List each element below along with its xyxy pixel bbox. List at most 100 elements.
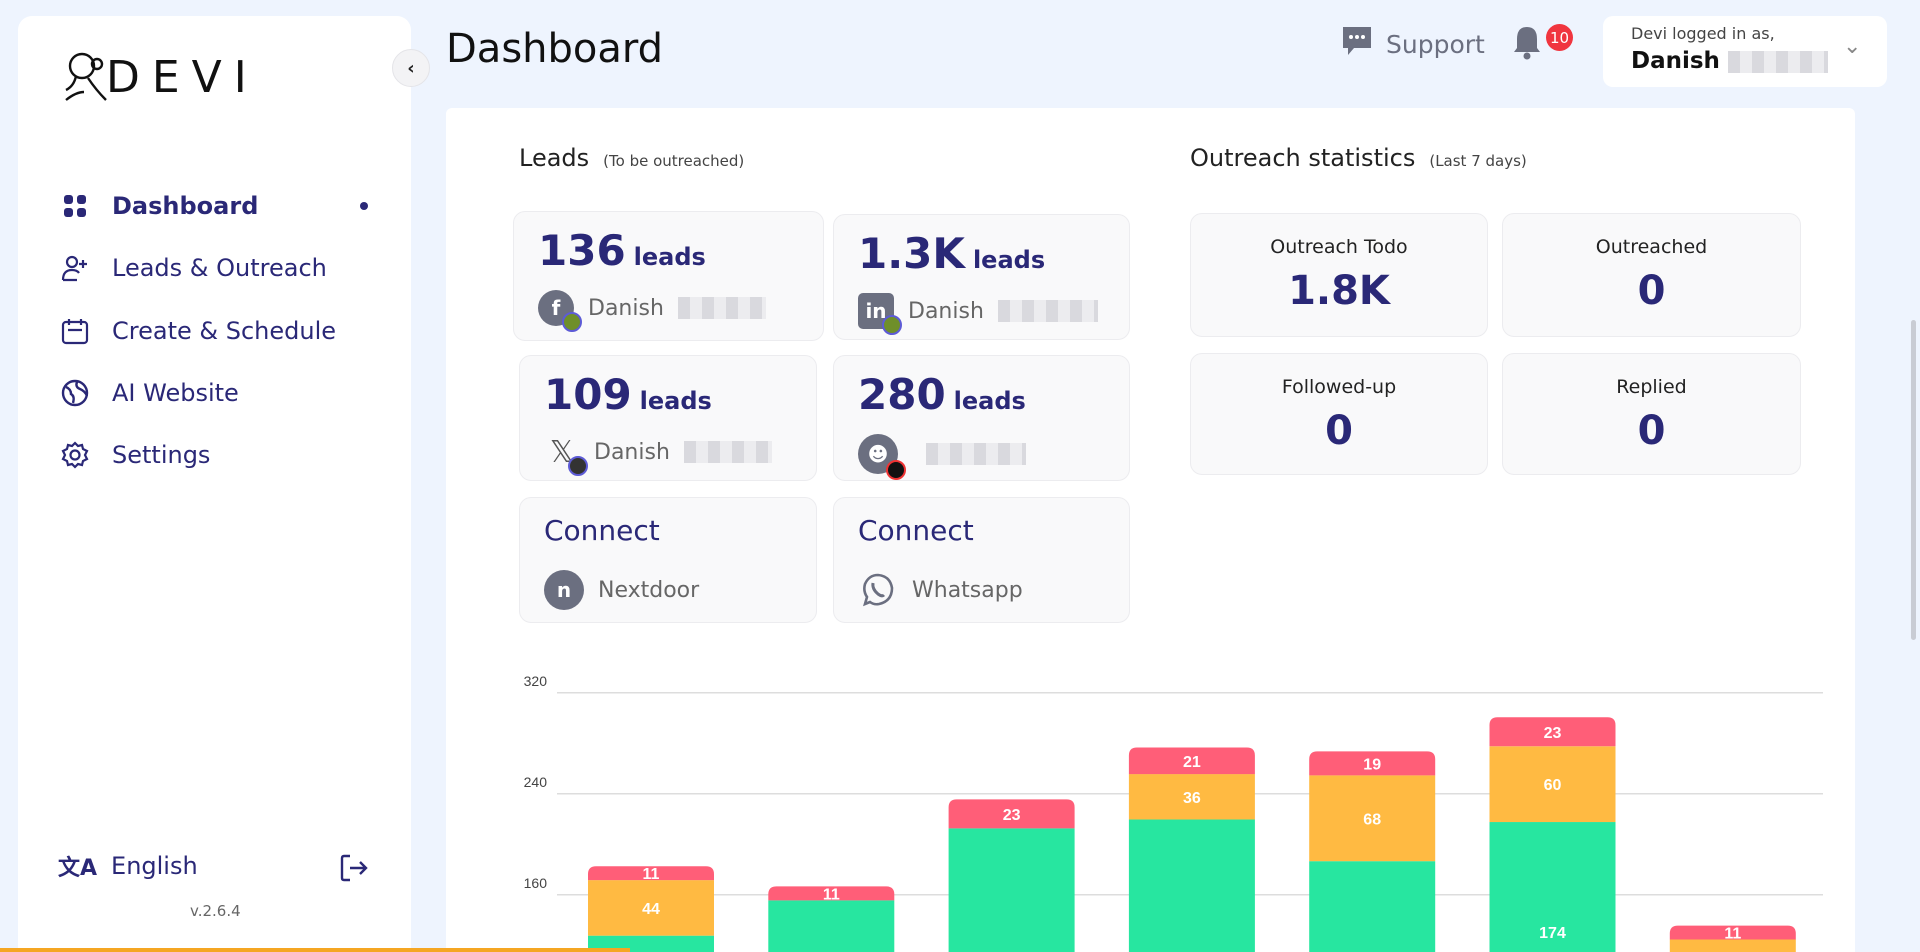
bar-segment — [948, 799, 1075, 829]
gridline — [557, 692, 1823, 694]
bar-segment — [588, 880, 714, 936]
brand-name: DEVI — [106, 52, 259, 103]
language-label: English — [111, 852, 198, 880]
sidebar — [18, 16, 411, 952]
bar-data-label: 23 — [1544, 725, 1562, 742]
gear-icon — [60, 440, 90, 470]
bar-data-label: 36 — [1183, 790, 1201, 807]
account-name: Danish — [594, 439, 670, 465]
language-selector[interactable]: 文A English — [58, 850, 198, 882]
chevron-left-icon: ‹ — [407, 57, 415, 79]
lead-card-reddit[interactable]: 280 leads ☻ — [833, 355, 1130, 481]
outreach-heading: Outreach statistics (Last 7 days) — [1190, 144, 1527, 172]
support-button[interactable]: Support — [1340, 24, 1485, 64]
redacted-name — [1727, 50, 1828, 73]
bar-segment — [1669, 925, 1796, 940]
bar-data-label: 11 — [643, 866, 660, 883]
chat-icon — [1340, 24, 1374, 64]
sidebar-item-label: Dashboard — [112, 192, 259, 220]
sidebar-item-dashboard[interactable]: Dashboard — [42, 186, 382, 226]
user-name: Danish — [1631, 48, 1720, 74]
bar-segment — [1309, 861, 1436, 952]
bar-segment — [1489, 746, 1616, 823]
leads-subtitle: (To be outreached) — [603, 152, 745, 170]
linkedin-icon: in — [858, 293, 902, 335]
chevron-down-icon: ⌄ — [1843, 34, 1862, 59]
calendar-icon — [60, 316, 90, 346]
scrollbar[interactable] — [1911, 320, 1916, 640]
bar-segment — [948, 828, 1075, 952]
stat-followed-up: Followed-up 0 — [1190, 353, 1488, 475]
bar-data-label: 11 — [1724, 926, 1741, 943]
connect-nextdoor-card[interactable]: Connect n Nextdoor — [519, 497, 817, 623]
collapse-sidebar-button[interactable]: ‹ — [392, 49, 430, 87]
platform-name: Nextdoor — [598, 577, 700, 603]
connect-label: Connect — [544, 514, 660, 547]
y-tick-label: 320 — [524, 673, 548, 689]
globe-icon — [60, 378, 90, 408]
lead-card-linkedin[interactable]: 1.3K leads in Danish — [833, 214, 1130, 340]
bar-data-label: 19 — [1363, 756, 1381, 773]
platform-name: Whatsapp — [912, 577, 1023, 603]
lead-card-x[interactable]: 109 leads 𝕏 Danish — [519, 355, 817, 481]
sidebar-item-ai-website[interactable]: AI Website — [42, 373, 382, 413]
avatar — [568, 456, 588, 476]
lead-count: 1.3K — [858, 229, 965, 278]
connect-label: Connect — [858, 514, 974, 547]
stat-outreached: Outreached 0 — [1502, 213, 1801, 337]
stat-value: 0 — [1325, 408, 1353, 454]
bar-segment — [1489, 717, 1616, 747]
lead-count: 109 — [544, 370, 632, 419]
whatsapp-icon — [858, 570, 898, 610]
sidebar-item-settings[interactable]: Settings — [42, 435, 382, 475]
sidebar-item-create-schedule[interactable]: Create & Schedule — [42, 311, 382, 351]
lead-count: 136 — [538, 226, 626, 275]
bar-data-label: 21 — [1183, 754, 1201, 771]
active-indicator — [360, 202, 368, 210]
bar-segment — [588, 935, 714, 952]
version-label: v.2.6.4 — [190, 902, 241, 920]
support-label: Support — [1386, 29, 1485, 59]
bar-data-label: 44 — [642, 901, 660, 918]
account-name: Danish — [908, 298, 984, 324]
reddit-icon: ☻ — [858, 434, 906, 480]
x-icon: 𝕏 — [544, 434, 588, 476]
sidebar-item-label: AI Website — [112, 379, 239, 407]
lead-card-facebook[interactable]: 136 leads f Danish — [513, 211, 824, 341]
logout-icon[interactable] — [338, 852, 370, 888]
avatar — [562, 312, 582, 332]
avatar — [882, 315, 902, 335]
bar-segment — [1128, 774, 1255, 820]
stat-outreach-todo: Outreach Todo 1.8K — [1190, 213, 1488, 337]
user-menu[interactable]: Devi logged in as, Danish ⌄ — [1603, 16, 1887, 87]
sidebar-item-label: Create & Schedule — [112, 317, 337, 345]
account-name: Danish — [588, 295, 664, 321]
bar-segment — [1128, 747, 1255, 775]
avatar — [886, 460, 906, 480]
stat-replied: Replied 0 — [1502, 353, 1801, 475]
bar-segment — [1309, 751, 1436, 776]
logged-in-label: Devi logged in as, — [1631, 24, 1775, 43]
bell-icon[interactable] — [1512, 24, 1542, 64]
bar-data-label: 174 — [1539, 925, 1566, 942]
stat-value: 1.8K — [1288, 268, 1390, 314]
y-tick-label: 160 — [524, 875, 548, 891]
leads-heading: Leads (To be outreached) — [519, 144, 745, 172]
bar-segment — [768, 886, 895, 901]
facebook-icon: f — [538, 290, 582, 332]
sidebar-item-leads-outreach[interactable]: Leads & Outreach — [42, 248, 382, 288]
stat-value: 0 — [1637, 268, 1666, 314]
notification-badge: 10 — [1546, 24, 1573, 51]
bar-data-label: 68 — [1363, 811, 1381, 828]
bar-data-label: 60 — [1544, 777, 1562, 794]
devi-logo-icon — [62, 50, 112, 108]
grid-icon — [60, 191, 90, 221]
connect-whatsapp-card[interactable]: Connect Whatsapp — [833, 497, 1130, 623]
bar-segment — [768, 900, 895, 952]
bar-segment — [1489, 822, 1616, 952]
loading-bar — [0, 948, 630, 952]
translate-icon: 文A — [58, 856, 98, 881]
sidebar-item-label: Leads & Outreach — [112, 254, 327, 282]
user-plus-icon — [60, 253, 90, 283]
